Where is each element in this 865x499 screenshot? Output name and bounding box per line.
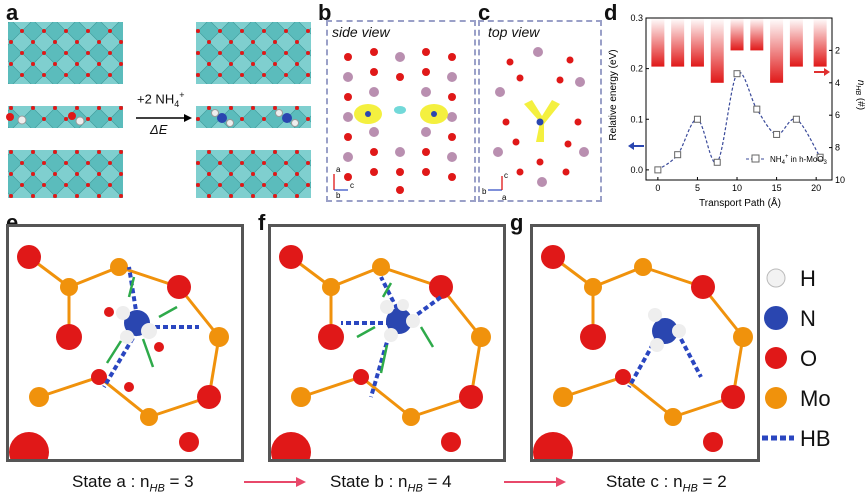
y2-tick-label: 10	[835, 175, 845, 185]
chart-legend: NH4+ in h-MoO3	[746, 154, 828, 166]
right-axis-arrow	[814, 68, 830, 76]
reaction-arrow	[136, 114, 192, 122]
y-tick-label: 0.3	[630, 13, 643, 23]
panel-g-label: g	[510, 210, 524, 235]
energy-point	[693, 115, 701, 123]
chart-axes	[645, 17, 833, 181]
x-tick-label: 15	[772, 183, 782, 193]
reaction-bottom-label: ΔE	[150, 122, 168, 137]
legend-n: N	[760, 300, 860, 340]
svg-text:b: b	[482, 187, 487, 196]
chart-xlabel: Transport Path (Å)	[699, 196, 781, 209]
nhb-bar	[750, 18, 764, 51]
panel-a-figure	[6, 22, 311, 198]
nhb-bar	[710, 18, 724, 83]
y-tick-label: 0.0	[630, 165, 643, 175]
nhb-bar	[651, 18, 665, 67]
svg-text:a: a	[502, 193, 507, 200]
energy-points	[654, 70, 824, 174]
panel-c-box: top view b c a	[478, 20, 602, 202]
nhb-bar	[671, 18, 685, 67]
state-arrow-1	[244, 477, 306, 487]
energy-chart: 0 5 10 15 20 0.0 0.1 0.2 0.3 2 4 6 8 10 Relative ener…	[608, 13, 865, 209]
energy-point	[733, 70, 741, 78]
energy-point	[753, 105, 761, 113]
legend-series-label: NH4+ in h-MoO3	[770, 154, 828, 166]
legend-mo: Mo	[760, 380, 860, 420]
y-tick-label: 0.1	[630, 114, 643, 124]
x-tick-label: 5	[695, 183, 700, 193]
top-view-label: top view	[488, 24, 540, 40]
energy-point	[792, 115, 800, 123]
side-view-label: side view	[332, 24, 390, 40]
panel-d-label: d	[604, 0, 618, 25]
energy-point	[654, 166, 662, 174]
plot-frame	[645, 17, 833, 181]
side-view-lattice: acb	[333, 48, 457, 200]
panel-e-snapshot	[6, 224, 244, 462]
structure-before	[6, 22, 123, 198]
panel-f-snapshot	[268, 224, 506, 462]
legend-o: O	[760, 340, 860, 380]
svg-text:a: a	[336, 165, 341, 174]
y2-tick-label: 6	[835, 110, 840, 120]
legend-h: H	[760, 260, 860, 300]
y-tick-label: 0.2	[630, 64, 643, 74]
panel-b-label: b	[318, 0, 332, 25]
nhb-bar	[690, 18, 704, 67]
x-tick-label: 20	[811, 183, 821, 193]
state-arrow-2	[504, 477, 566, 487]
chart-y2label: nHB (#)	[854, 80, 865, 110]
nhb-bars	[651, 18, 827, 83]
structure-after	[196, 22, 311, 198]
y2-tick-label: 4	[835, 78, 840, 88]
svg-text:c: c	[350, 181, 354, 190]
caption-state-a: State a : nHB = 3	[72, 472, 194, 495]
left-axis-arrow	[628, 142, 644, 150]
chart-ticks: 0 5 10 15 20 0.0 0.1 0.2 0.3 2 4 6 8 10	[630, 13, 845, 193]
panel-g-snapshot	[530, 224, 760, 462]
nhb-bar	[770, 18, 784, 83]
reaction-top-label: +2 NH4+	[137, 90, 185, 109]
caption-state-c: State c : nHB = 2	[606, 472, 727, 495]
energy-point	[713, 158, 721, 166]
panel-a-label: a	[6, 0, 19, 25]
caption-state-b: State b : nHB = 4	[330, 472, 452, 495]
energy-point	[773, 130, 781, 138]
y2-tick-label: 2	[835, 45, 840, 55]
legend-hb: HB	[762, 426, 831, 451]
nhb-bar	[789, 18, 803, 67]
energy-point	[816, 153, 824, 161]
panel-f-label: f	[258, 210, 266, 235]
nhb-bar	[730, 18, 744, 51]
top-view-lattice: b c a	[482, 47, 589, 200]
x-tick-label: 0	[655, 183, 660, 193]
chart-ylabel: Relative energy (eV)	[608, 49, 619, 140]
energy-point	[674, 151, 682, 159]
y2-tick-label: 8	[835, 143, 840, 153]
nhb-bar	[813, 18, 827, 67]
x-tick-label: 10	[732, 183, 742, 193]
svg-text:b: b	[336, 191, 341, 200]
panel-c-label: c	[478, 0, 491, 25]
svg-text:c: c	[504, 171, 508, 180]
